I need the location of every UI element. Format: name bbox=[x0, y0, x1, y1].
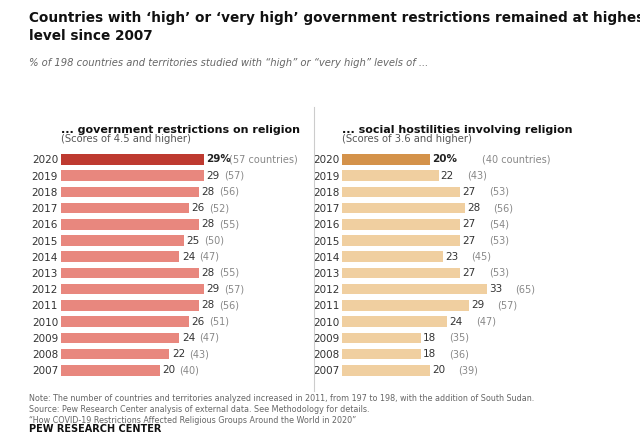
Text: (36): (36) bbox=[449, 349, 469, 359]
Bar bbox=[61, 300, 199, 311]
Bar bbox=[61, 365, 159, 375]
Text: 24: 24 bbox=[182, 333, 195, 343]
Bar bbox=[342, 284, 486, 295]
Text: 28: 28 bbox=[202, 268, 215, 278]
Bar bbox=[342, 252, 443, 262]
Text: 27: 27 bbox=[463, 187, 476, 197]
Bar bbox=[342, 170, 438, 181]
Bar bbox=[61, 219, 199, 230]
Text: (55): (55) bbox=[219, 268, 239, 278]
Bar bbox=[61, 284, 204, 295]
Text: (53): (53) bbox=[489, 187, 509, 197]
Bar bbox=[61, 316, 189, 327]
Bar bbox=[61, 268, 199, 278]
Text: level since 2007: level since 2007 bbox=[29, 29, 152, 43]
Text: 28: 28 bbox=[467, 203, 480, 213]
Bar bbox=[61, 349, 170, 359]
Text: 27: 27 bbox=[463, 236, 476, 245]
Text: 33: 33 bbox=[489, 284, 502, 294]
Text: % of 198 countries and territories studied with “high” or “very high” levels of : % of 198 countries and territories studi… bbox=[29, 58, 428, 68]
Bar bbox=[61, 252, 179, 262]
Bar bbox=[61, 203, 189, 213]
Text: 20: 20 bbox=[162, 365, 175, 375]
Text: Countries with ‘high’ or ‘very high’ government restrictions remained at highest: Countries with ‘high’ or ‘very high’ gov… bbox=[29, 11, 640, 25]
Text: (54): (54) bbox=[489, 219, 509, 229]
Bar bbox=[342, 186, 460, 197]
Text: “How COVID-19 Restrictions Affected Religious Groups Around the World in 2020”: “How COVID-19 Restrictions Affected Reli… bbox=[29, 416, 356, 425]
Text: (47): (47) bbox=[199, 333, 219, 343]
Bar bbox=[61, 235, 184, 246]
Text: (47): (47) bbox=[476, 316, 495, 327]
Text: Source: Pew Research Center analysis of external data. See Methodology for detai: Source: Pew Research Center analysis of … bbox=[29, 405, 369, 414]
Text: 24: 24 bbox=[449, 316, 463, 327]
Text: ... social hostilities involving religion: ... social hostilities involving religio… bbox=[342, 125, 573, 135]
Text: 28: 28 bbox=[202, 219, 215, 229]
Bar bbox=[342, 219, 460, 230]
Text: 20: 20 bbox=[432, 365, 445, 375]
Text: (57): (57) bbox=[224, 171, 244, 181]
Text: PEW RESEARCH CENTER: PEW RESEARCH CENTER bbox=[29, 424, 161, 434]
Text: (Scores of 4.5 and higher): (Scores of 4.5 and higher) bbox=[61, 134, 191, 144]
Text: (Scores of 3.6 and higher): (Scores of 3.6 and higher) bbox=[342, 134, 472, 144]
Bar bbox=[342, 365, 430, 375]
Bar bbox=[61, 333, 179, 343]
Text: (57): (57) bbox=[497, 300, 518, 310]
Text: 25: 25 bbox=[187, 236, 200, 245]
Bar bbox=[342, 300, 469, 311]
Text: (43): (43) bbox=[189, 349, 209, 359]
Text: (50): (50) bbox=[204, 236, 224, 245]
Text: (56): (56) bbox=[219, 300, 239, 310]
Text: ... government restrictions on religion: ... government restrictions on religion bbox=[61, 125, 300, 135]
Text: (43): (43) bbox=[467, 171, 487, 181]
Text: 18: 18 bbox=[423, 349, 436, 359]
Text: 27: 27 bbox=[463, 219, 476, 229]
Text: (57): (57) bbox=[224, 284, 244, 294]
Text: (39): (39) bbox=[458, 365, 478, 375]
Text: 22: 22 bbox=[172, 349, 185, 359]
Text: (57 countries): (57 countries) bbox=[228, 154, 298, 164]
Text: 29%: 29% bbox=[207, 154, 232, 164]
Text: (40): (40) bbox=[179, 365, 199, 375]
Text: 29: 29 bbox=[207, 171, 220, 181]
Text: 18: 18 bbox=[423, 333, 436, 343]
Bar bbox=[342, 349, 421, 359]
Bar bbox=[342, 203, 465, 213]
Text: (53): (53) bbox=[489, 268, 509, 278]
Text: 29: 29 bbox=[471, 300, 484, 310]
Text: 29: 29 bbox=[207, 284, 220, 294]
Text: (45): (45) bbox=[471, 252, 492, 262]
Text: (56): (56) bbox=[493, 203, 513, 213]
Bar bbox=[342, 333, 421, 343]
Text: 20%: 20% bbox=[432, 154, 457, 164]
Text: (53): (53) bbox=[489, 236, 509, 245]
Text: Note: The number of countries and territories analyzed increased in 2011, from 1: Note: The number of countries and territ… bbox=[29, 394, 534, 403]
Text: 22: 22 bbox=[441, 171, 454, 181]
Text: 28: 28 bbox=[202, 300, 215, 310]
Bar bbox=[61, 186, 199, 197]
Text: (52): (52) bbox=[209, 203, 229, 213]
Text: (40 countries): (40 countries) bbox=[482, 154, 550, 164]
Bar bbox=[342, 235, 460, 246]
Text: 28: 28 bbox=[202, 187, 215, 197]
Text: (55): (55) bbox=[219, 219, 239, 229]
Text: 26: 26 bbox=[192, 203, 205, 213]
Bar bbox=[61, 170, 204, 181]
Text: (56): (56) bbox=[219, 187, 239, 197]
Text: 23: 23 bbox=[445, 252, 458, 262]
Bar bbox=[342, 316, 447, 327]
Text: 26: 26 bbox=[192, 316, 205, 327]
Text: (51): (51) bbox=[209, 316, 229, 327]
Text: 27: 27 bbox=[463, 268, 476, 278]
Text: 24: 24 bbox=[182, 252, 195, 262]
Text: (35): (35) bbox=[449, 333, 470, 343]
Text: (47): (47) bbox=[199, 252, 219, 262]
Bar bbox=[342, 154, 430, 164]
Text: (65): (65) bbox=[515, 284, 535, 294]
Bar bbox=[61, 154, 204, 164]
Bar bbox=[342, 268, 460, 278]
